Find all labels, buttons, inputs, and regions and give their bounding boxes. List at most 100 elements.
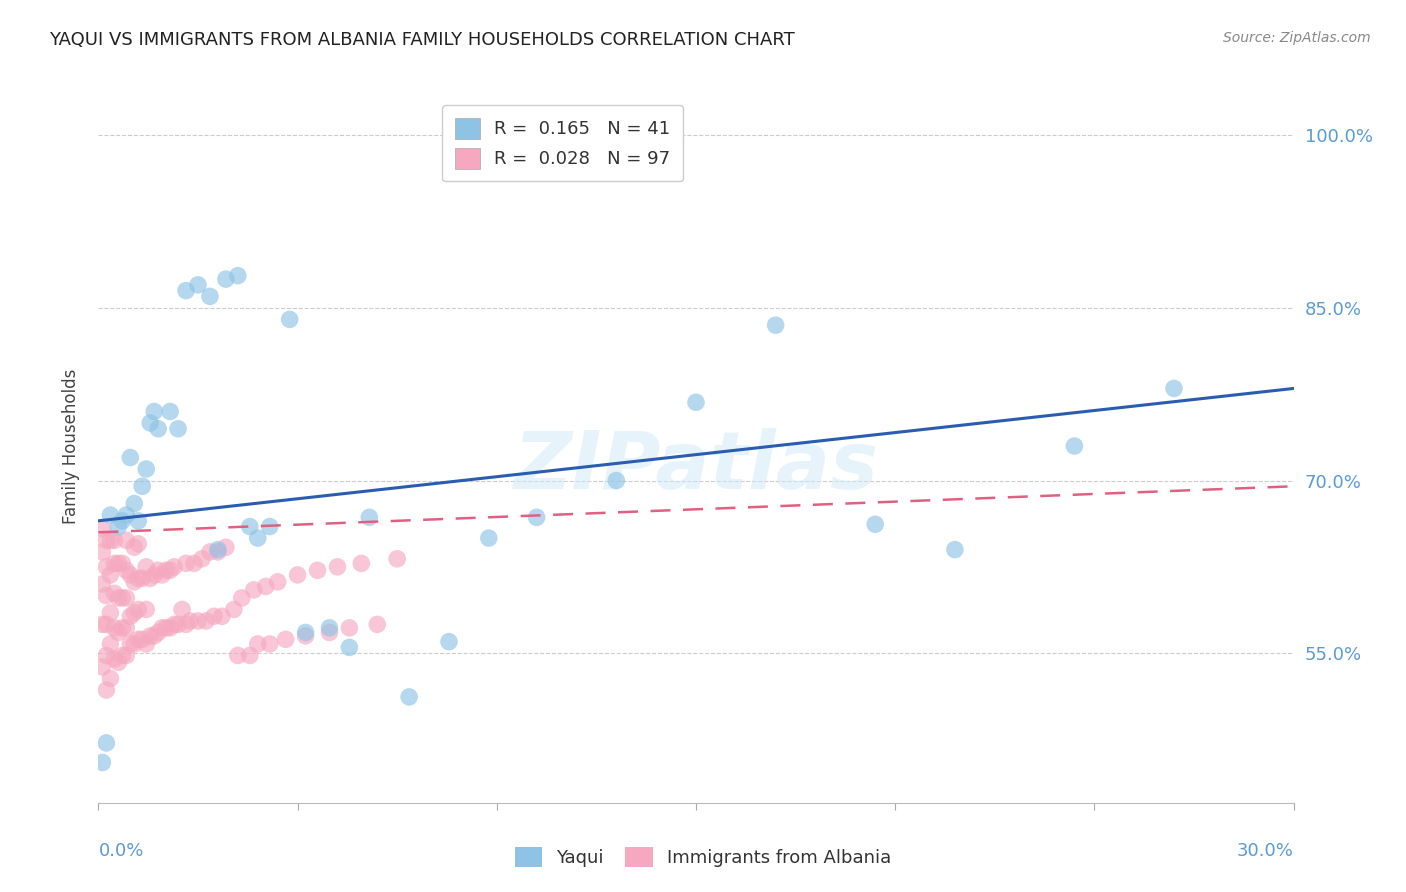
Point: [187, 277, 209, 292]
Point: [135, 637, 157, 651]
Point: [159, 404, 181, 418]
Point: [107, 557, 129, 571]
Point: [222, 602, 245, 616]
Point: [1163, 381, 1185, 395]
Point: [120, 450, 142, 465]
Point: [207, 542, 229, 557]
Point: [339, 621, 361, 635]
Point: [239, 648, 262, 663]
Point: [120, 568, 142, 582]
Point: [254, 579, 277, 593]
Point: [111, 514, 134, 528]
Point: [124, 606, 146, 620]
Point: [339, 640, 361, 655]
Point: [96, 533, 118, 548]
Text: ZIPatlas: ZIPatlas: [513, 428, 879, 507]
Point: [287, 568, 309, 582]
Point: [124, 497, 146, 511]
Point: [243, 582, 266, 597]
Point: [259, 637, 281, 651]
Point: [107, 591, 129, 605]
Point: [139, 571, 162, 585]
Point: [215, 272, 238, 286]
Point: [195, 614, 218, 628]
Legend: Yaqui, Immigrants from Albania: Yaqui, Immigrants from Albania: [506, 838, 900, 876]
Point: [163, 559, 186, 574]
Point: [148, 563, 170, 577]
Point: [135, 462, 157, 476]
Point: [98, 533, 122, 548]
Point: [127, 537, 149, 551]
Point: [103, 557, 125, 571]
Point: [183, 557, 205, 571]
Point: [124, 541, 146, 555]
Point: [103, 652, 125, 666]
Point: [111, 591, 134, 605]
Point: [127, 632, 149, 647]
Point: [111, 621, 134, 635]
Point: [127, 514, 149, 528]
Point: [685, 395, 707, 409]
Point: [274, 632, 297, 647]
Point: [202, 609, 225, 624]
Point: [115, 563, 138, 577]
Point: [278, 312, 301, 326]
Point: [96, 617, 118, 632]
Point: [765, 318, 787, 333]
Point: [131, 632, 153, 647]
Point: [96, 736, 118, 750]
Point: [478, 531, 501, 545]
Point: [211, 609, 233, 624]
Point: [318, 625, 340, 640]
Point: [294, 625, 316, 640]
Point: [143, 568, 166, 582]
Point: [103, 533, 125, 548]
Point: [359, 510, 381, 524]
Point: [111, 557, 134, 571]
Point: [148, 625, 170, 640]
Point: [135, 602, 157, 616]
Point: [159, 621, 181, 635]
Point: [98, 508, 122, 522]
Point: [139, 629, 162, 643]
Point: [239, 519, 262, 533]
Point: [307, 563, 329, 577]
Point: [135, 559, 157, 574]
Point: [215, 541, 238, 555]
Point: [163, 617, 186, 632]
Point: [150, 621, 173, 635]
Point: [191, 551, 214, 566]
Point: [120, 637, 142, 651]
Point: [865, 517, 887, 532]
Point: [98, 606, 122, 620]
Point: [174, 557, 197, 571]
Point: [115, 591, 138, 605]
Point: [198, 289, 221, 303]
Point: [143, 629, 166, 643]
Point: [115, 533, 138, 548]
Text: 0.0%: 0.0%: [98, 842, 143, 860]
Point: [111, 648, 134, 663]
Point: [143, 404, 166, 418]
Point: [131, 479, 153, 493]
Point: [366, 617, 388, 632]
Point: [139, 416, 162, 430]
Point: [98, 568, 122, 582]
Point: [198, 545, 221, 559]
Point: [174, 284, 197, 298]
Point: [120, 609, 142, 624]
Point: [115, 648, 138, 663]
Point: [107, 625, 129, 640]
Point: [98, 637, 122, 651]
Point: [98, 672, 122, 686]
Point: [167, 617, 190, 632]
Point: [103, 586, 125, 600]
Point: [115, 621, 138, 635]
Point: [91, 545, 114, 559]
Point: [124, 574, 146, 589]
Point: [131, 571, 153, 585]
Point: [231, 591, 253, 605]
Point: [187, 614, 209, 628]
Point: [318, 621, 340, 635]
Point: [1063, 439, 1085, 453]
